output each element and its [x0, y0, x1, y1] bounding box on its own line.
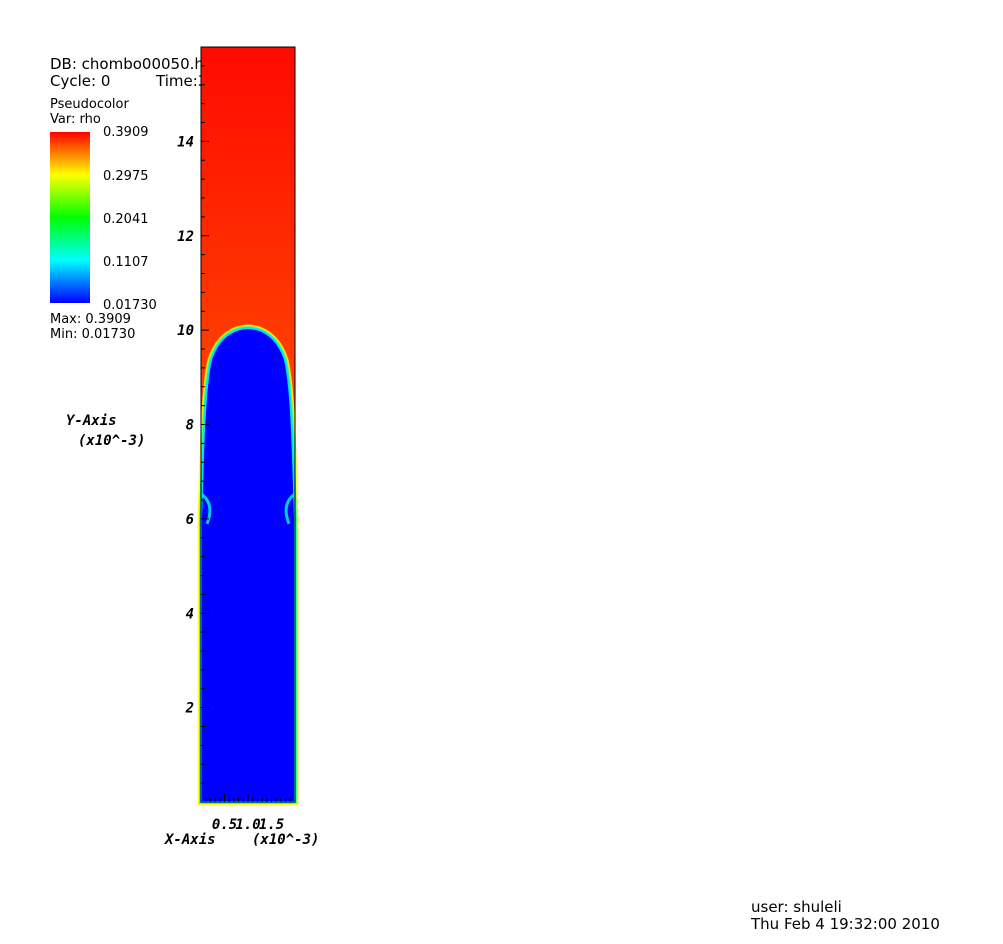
y-tick-label: 14	[177, 134, 194, 150]
y-tick-label: 2	[185, 701, 194, 717]
y-axis-units: (x10^-3)	[78, 433, 146, 449]
y-tick-label: 8	[186, 418, 194, 434]
y-tick-label: 12	[177, 229, 194, 245]
date-label: Thu Feb 4 19:32:00 2010	[751, 915, 940, 933]
legend-plot-type: Pseudocolor	[50, 97, 129, 112]
y-tick-label: 6	[186, 512, 194, 528]
db-label: DB: chombo00050.hdf	[50, 55, 219, 73]
legend-variable: Var: rho	[50, 112, 101, 127]
legend-label-min: 0.01730	[103, 298, 157, 313]
user-label: user: shuleli	[751, 898, 842, 916]
light-fluid-bubble	[200, 327, 296, 803]
cycle-label: Cycle: 0	[50, 72, 111, 90]
color-legend-bar	[50, 132, 90, 303]
left-vortex	[200, 492, 212, 525]
y-axis-title: Y-Axis	[66, 413, 117, 429]
legend-label-max: 0.3909	[103, 125, 149, 140]
y-tick-label: 4	[186, 606, 194, 622]
x-axis-title: X-Axis	[165, 832, 216, 848]
x-axis-units: (x10^-3)	[252, 832, 320, 848]
x-tick-label: 1.0	[235, 817, 260, 833]
axes: 2 4 6 8 10 12 14 0.51.01.5	[177, 46, 296, 833]
y-tick-label: 10	[177, 323, 194, 339]
legend-label-2: 0.2975	[103, 169, 149, 184]
legend-min: Min: 0.01730	[50, 327, 136, 342]
legend-max: Max: 0.3909	[50, 312, 131, 327]
density-field	[197, 47, 299, 806]
x-tick-label: 0.5	[212, 817, 237, 833]
right-vortex	[284, 492, 296, 525]
legend-label-3: 0.2041	[103, 212, 149, 227]
legend-label-4: 0.1107	[103, 255, 149, 270]
x-tick-label: 1.5	[259, 817, 284, 833]
